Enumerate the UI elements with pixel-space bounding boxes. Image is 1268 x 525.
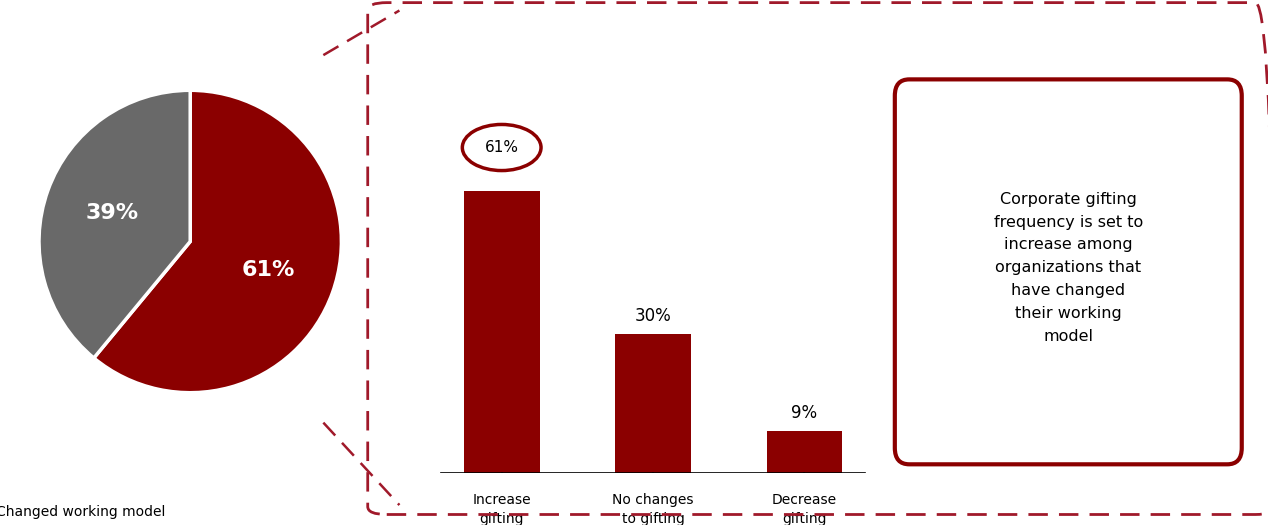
Text: 61%: 61% (484, 140, 519, 155)
Bar (464, 191, 539, 472)
Bar (767, 431, 842, 472)
Text: 61%: 61% (242, 260, 295, 280)
Text: Corporate gifting
frequency is set to
increase among
organizations that
have cha: Corporate gifting frequency is set to in… (994, 192, 1142, 344)
Wedge shape (39, 90, 190, 358)
Legend: Changed working model, Did not change working model: Changed working model, Did not change wo… (0, 500, 216, 525)
Text: No changes
to gifting
frequency: No changes to gifting frequency (612, 494, 694, 525)
Text: 39%: 39% (85, 203, 138, 223)
Wedge shape (94, 90, 341, 393)
Text: Increase
gifting
frequency: Increase gifting frequency (467, 494, 536, 525)
FancyBboxPatch shape (895, 79, 1241, 464)
Ellipse shape (463, 124, 541, 171)
Text: 9%: 9% (791, 404, 818, 422)
Text: Decrease
gifting
frequency: Decrease gifting frequency (770, 494, 839, 525)
Text: 30%: 30% (635, 307, 671, 325)
Bar (615, 334, 691, 472)
